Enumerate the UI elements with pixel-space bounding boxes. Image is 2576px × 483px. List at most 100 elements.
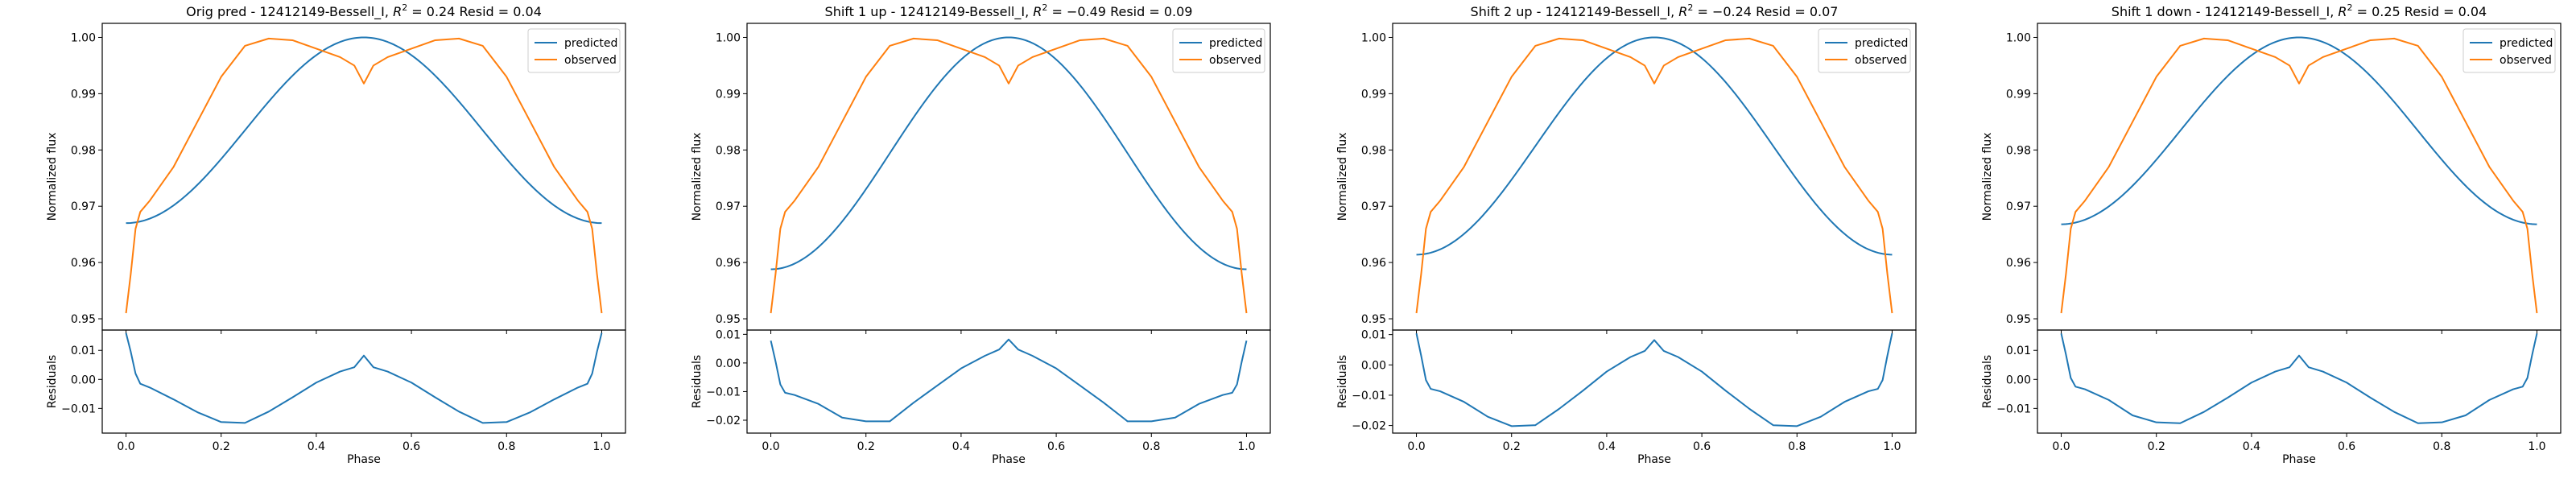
- x-axis-label: Phase: [1637, 453, 1671, 466]
- chart-title-text: Shift 1 up - 12412149-Bessell_I,: [825, 4, 1034, 20]
- subplot-3: Shift 2 up - 12412149-Bessell_I, R2 = −0…: [1336, 2, 1917, 466]
- y-tick-label: 0.95: [2006, 313, 2031, 326]
- y-tick-label: 0.97: [1361, 200, 1386, 213]
- residuals-axes-frame: [1392, 329, 1917, 434]
- x-tick-label: 0.8: [1788, 440, 1806, 453]
- x-tick-label: 0.2: [1503, 440, 1521, 453]
- legend-observed-label: observed: [1855, 54, 1907, 67]
- legend-box: [1172, 28, 1265, 73]
- chart-title-symbol: R: [1033, 4, 1042, 19]
- legend-observed-label: observed: [564, 54, 617, 67]
- x-axis-label: Phase: [992, 453, 1026, 466]
- chart-title-rest: = 0.25 Resid = 0.04: [2353, 4, 2487, 19]
- y-tick-label: 0.97: [2006, 200, 2031, 213]
- y-tick-label: 0.97: [71, 200, 96, 213]
- observed-line: [125, 37, 603, 314]
- y-tick-label: 0.96: [1361, 257, 1386, 270]
- observed-line: [2060, 37, 2538, 314]
- legend: predicted observed: [2462, 28, 2556, 73]
- x-tick-label: 0.8: [2433, 440, 2450, 453]
- chart-title: Shift 2 up - 12412149-Bessell_I, R2 = −0…: [1471, 2, 1839, 20]
- chart-title-symbol: R: [393, 4, 402, 19]
- y-axis-label: Normalized flux: [1336, 133, 1349, 221]
- x-tick-label: 1.0: [1883, 440, 1901, 453]
- observed-line: [770, 37, 1248, 314]
- residual-y-tick-label: 0.00: [2006, 374, 2031, 386]
- x-tick-label: 0.4: [2243, 440, 2260, 453]
- residuals-line: [2060, 333, 2538, 424]
- subplot-2: Shift 1 up - 12412149-Bessell_I, R2 = −0…: [691, 2, 1271, 466]
- subplot-4: Shift 1 down - 12412149-Bessell_I, R2 = …: [1981, 2, 2562, 466]
- chart-title-superscript: 2: [2347, 2, 2353, 13]
- y-tick-label: 1.00: [2006, 31, 2031, 44]
- chart-title-rest: = −0.49 Resid = 0.09: [1047, 4, 1192, 19]
- chart-title-symbol: R: [1678, 4, 1687, 19]
- chart-title-rest: = −0.24 Resid = 0.07: [1693, 4, 1838, 19]
- y-tick-label: 0.96: [716, 257, 741, 270]
- chart-title-superscript: 2: [402, 2, 407, 13]
- residual-y-tick-label: 0.00: [716, 357, 741, 370]
- residuals-line: [1415, 332, 1893, 427]
- y-tick-label: 0.99: [1361, 88, 1386, 101]
- legend-predicted-label: predicted: [2500, 37, 2553, 50]
- chart-title: Shift 1 up - 12412149-Bessell_I, R2 = −0…: [825, 2, 1193, 20]
- x-tick-label: 0.6: [1047, 440, 1065, 453]
- y-tick-label: 0.99: [716, 88, 741, 101]
- y-tick-label: 0.99: [2006, 88, 2031, 101]
- y-axis-label: Normalized flux: [1981, 133, 1994, 221]
- residual-y-tick-label: 0.01: [71, 345, 96, 357]
- legend-observed-label: observed: [1209, 54, 1261, 67]
- residual-y-tick-label: −0.01: [1352, 390, 1386, 402]
- predicted-line: [2061, 36, 2537, 225]
- chart-title-superscript: 2: [1687, 2, 1693, 13]
- y-tick-label: 0.99: [71, 88, 96, 101]
- residuals-axis-label: Residuals: [1336, 355, 1349, 408]
- x-tick-label: 1.0: [1237, 440, 1255, 453]
- residuals-axis-label: Residuals: [691, 355, 704, 408]
- residual-y-tick-label: −0.01: [61, 402, 96, 415]
- x-tick-label: 0.4: [308, 440, 325, 453]
- y-tick-label: 0.97: [716, 200, 741, 213]
- legend-predicted-label: predicted: [1209, 37, 1262, 50]
- y-tick-label: 0.98: [716, 144, 741, 157]
- x-axis-label: Phase: [2282, 453, 2316, 466]
- predicted-line: [126, 36, 602, 225]
- residual-y-tick-label: 0.01: [716, 328, 741, 341]
- y-tick-label: 0.98: [71, 144, 96, 157]
- chart-title: Orig pred - 12412149-Bessell_I, R2 = 0.2…: [186, 2, 542, 20]
- y-tick-label: 0.98: [1361, 144, 1386, 157]
- y-tick-label: 0.96: [2006, 257, 2031, 270]
- x-tick-label: 0.6: [2338, 440, 2355, 453]
- x-tick-label: 0.0: [2052, 440, 2070, 453]
- x-tick-label: 0.0: [762, 440, 779, 453]
- x-tick-label: 0.8: [497, 440, 515, 453]
- legend: predicted observed: [1172, 28, 1265, 73]
- chart-title-superscript: 2: [1042, 2, 1047, 13]
- residuals-axes-frame: [101, 329, 626, 434]
- x-tick-label: 0.0: [117, 440, 134, 453]
- chart-title-text: Orig pred - 12412149-Bessell_I,: [186, 4, 393, 20]
- x-tick-label: 0.4: [1598, 440, 1616, 453]
- residual-y-tick-label: 0.00: [71, 374, 96, 386]
- x-tick-label: 1.0: [592, 440, 610, 453]
- residual-y-tick-label: 0.00: [1361, 359, 1386, 372]
- legend: predicted observed: [1818, 28, 1911, 73]
- y-tick-label: 0.95: [71, 313, 96, 326]
- residuals-axis-label: Residuals: [46, 355, 59, 408]
- chart-title-rest: = 0.24 Resid = 0.04: [407, 4, 542, 19]
- chart-title: Shift 1 down - 12412149-Bessell_I, R2 = …: [2112, 2, 2487, 20]
- residual-y-tick-label: 0.01: [2006, 345, 2031, 357]
- y-tick-label: 0.95: [716, 313, 741, 326]
- x-tick-label: 0.6: [1693, 440, 1711, 453]
- predicted-line: [770, 36, 1247, 270]
- x-tick-label: 0.4: [952, 440, 970, 453]
- x-tick-label: 0.2: [213, 440, 230, 453]
- y-tick-label: 0.96: [71, 257, 96, 270]
- y-tick-label: 0.98: [2006, 144, 2031, 157]
- y-tick-label: 0.95: [1361, 313, 1386, 326]
- x-tick-label: 1.0: [2528, 440, 2545, 453]
- chart-title-text: Shift 1 down - 12412149-Bessell_I,: [2112, 4, 2339, 20]
- residual-y-tick-label: −0.02: [1352, 420, 1386, 433]
- residual-y-tick-label: −0.01: [1996, 402, 2031, 415]
- y-tick-label: 1.00: [1361, 31, 1386, 44]
